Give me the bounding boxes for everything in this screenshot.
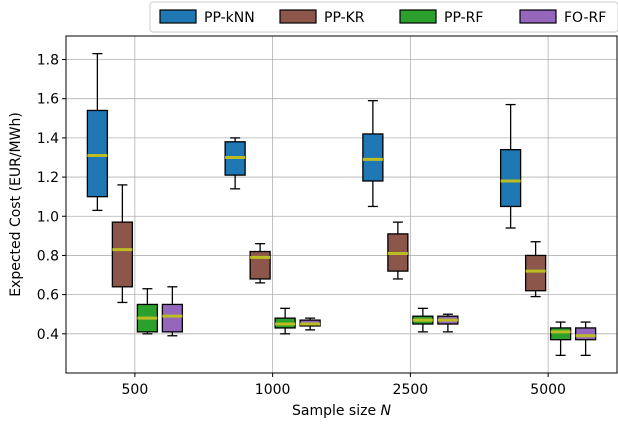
legend: PP-kNN PP-KR PP-RF FO-RF — [149, 1, 618, 33]
legend-label-pp-rf: PP-RF — [444, 10, 483, 26]
box-iqr — [249, 250, 271, 280]
gridlines — [66, 36, 617, 373]
box-pp-rf-1000 — [274, 307, 296, 335]
box-pp-kr-5000 — [524, 241, 547, 298]
box-fo-rf-1000 — [299, 317, 321, 331]
box-pp-rf-2500 — [412, 307, 434, 333]
legend-swatch-fo-rf — [519, 9, 557, 24]
y-tick-label: 1.6 — [37, 92, 59, 108]
box-iqr — [111, 221, 134, 288]
x-tick-label: 1000 — [255, 382, 291, 398]
box-iqr — [499, 148, 522, 208]
legend-swatch-pp-knn — [159, 9, 197, 24]
box-plot-series — [86, 52, 597, 357]
box-pp-knn-500 — [86, 52, 109, 212]
legend-label-fo-rf: FO-RF — [564, 10, 606, 26]
y-tick-label: 1.0 — [37, 209, 59, 225]
y-tick-label: 1.8 — [37, 53, 59, 69]
box-iqr — [362, 133, 384, 182]
box-iqr — [524, 254, 547, 292]
legend-label-pp-kr: PP-KR — [324, 10, 365, 26]
box-pp-kr-500 — [111, 184, 134, 304]
box-fo-rf-500 — [161, 286, 184, 337]
y-tick-label: 1.4 — [37, 131, 59, 147]
y-axis-label: Expected Cost (EUR/MWh) — [8, 112, 24, 297]
y-tick-label: 0.8 — [37, 248, 59, 264]
box-pp-kr-2500 — [387, 221, 409, 280]
y-tick-label: 0.6 — [37, 288, 59, 304]
x-tick-label: 500 — [122, 382, 149, 398]
box-pp-knn-1000 — [224, 137, 246, 190]
box-fo-rf-5000 — [574, 321, 597, 357]
box-pp-rf-5000 — [549, 321, 572, 357]
box-pp-knn-5000 — [499, 103, 522, 229]
x-axis-label-variable: N — [381, 403, 392, 419]
box-pp-rf-500 — [136, 288, 159, 335]
box-iqr — [86, 109, 109, 198]
x-tick-label: 5000 — [530, 382, 566, 398]
box-pp-kr-1000 — [249, 243, 271, 284]
x-axis-label-text: Sample size — [292, 403, 376, 419]
box-iqr — [549, 327, 572, 341]
legend-swatch-pp-kr — [279, 9, 317, 24]
x-tick-label: 2500 — [393, 382, 429, 398]
y-tick-label: 0.4 — [37, 327, 59, 343]
legend-frame — [149, 1, 618, 33]
box-iqr — [574, 327, 597, 341]
x-axis-label: Sample size N — [292, 403, 392, 419]
legend-label-pp-knn: PP-kNN — [204, 10, 255, 26]
plot-frame — [65, 35, 618, 374]
box-iqr — [161, 303, 184, 333]
y-axis: 0.4 0.6 0.8 1.0 1.2 1.4 1.6 1.8 — [37, 53, 66, 343]
box-fo-rf-2500 — [437, 313, 459, 333]
legend-swatch-pp-rf — [399, 9, 437, 24]
box-pp-knn-2500 — [362, 100, 384, 208]
x-axis: 500 1000 2500 5000 — [122, 373, 566, 398]
y-tick-label: 1.2 — [37, 170, 59, 186]
